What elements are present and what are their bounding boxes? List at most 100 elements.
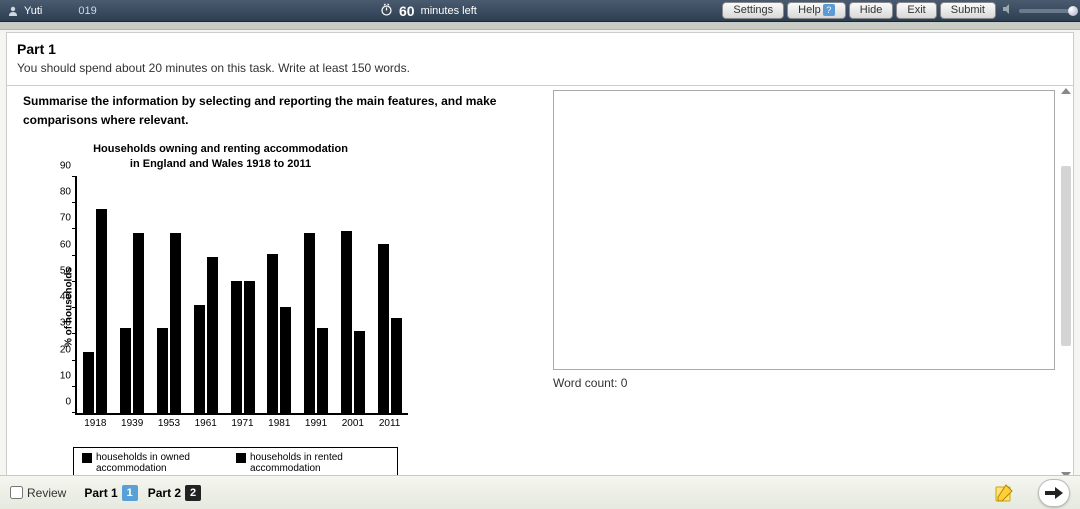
volume-knob[interactable] xyxy=(1068,6,1078,16)
part2-nav[interactable]: Part 2 2 xyxy=(148,485,201,501)
part2-num[interactable]: 2 xyxy=(185,485,201,501)
part-title: Part 1 xyxy=(17,41,1063,57)
y-tick-mark xyxy=(72,333,77,334)
timer: 60 minutes left xyxy=(380,3,477,19)
x-tick-label: 1953 xyxy=(158,418,180,429)
answer-panel: Word count: 0 xyxy=(547,86,1073,480)
y-tick-mark xyxy=(72,360,77,361)
x-tick-label: 1981 xyxy=(268,418,290,429)
y-tick-mark xyxy=(72,281,77,282)
bar xyxy=(207,257,218,413)
help-label: Help xyxy=(798,4,821,16)
bar xyxy=(231,281,242,413)
note-icon[interactable] xyxy=(992,481,1016,505)
clock-icon xyxy=(380,3,393,19)
bar xyxy=(157,328,168,413)
help-button[interactable]: Help? xyxy=(787,2,846,19)
part-nav-label: Part 2 xyxy=(148,486,181,500)
x-tick-label: 2001 xyxy=(342,418,364,429)
bar xyxy=(170,233,181,413)
legend-swatch xyxy=(82,453,92,463)
legend-label: households in rented accommodation xyxy=(250,452,360,474)
user-area: Yuti 019 xyxy=(0,5,380,17)
topbar-buttons: Settings Help? Hide Exit Submit xyxy=(722,2,1080,19)
chart-title-line1: Households owning and renting accommodat… xyxy=(93,143,348,155)
settings-button[interactable]: Settings xyxy=(722,2,784,19)
word-count: Word count: 0 xyxy=(553,376,1055,390)
review-label: Review xyxy=(27,486,66,500)
x-tick-label: 1991 xyxy=(305,418,327,429)
chart: Households owning and renting accommodat… xyxy=(23,138,418,479)
bar xyxy=(317,328,328,413)
x-tick-label: 1939 xyxy=(121,418,143,429)
y-tick-mark xyxy=(72,176,77,177)
instruction-panel: Part 1 You should spend about 20 minutes… xyxy=(6,32,1074,86)
bar xyxy=(267,254,278,413)
y-tick-mark xyxy=(72,307,77,308)
timer-label: minutes left xyxy=(421,5,477,17)
bar-group xyxy=(83,209,107,413)
legend-swatch xyxy=(236,453,246,463)
bar xyxy=(194,305,205,413)
volume-control[interactable] xyxy=(1003,4,1074,17)
bar xyxy=(83,352,94,413)
hide-button[interactable]: Hide xyxy=(849,2,894,19)
submit-button[interactable]: Submit xyxy=(940,2,996,19)
y-tick-label: 50 xyxy=(51,265,71,276)
y-tick-mark xyxy=(72,228,77,229)
bar-group xyxy=(267,254,291,413)
id-fragment: 019 xyxy=(78,5,96,17)
user-icon xyxy=(8,6,18,16)
arrow-right-icon xyxy=(1045,486,1063,500)
review-checkbox[interactable] xyxy=(10,486,23,499)
bar-group xyxy=(378,244,402,413)
help-icon: ? xyxy=(823,4,835,16)
y-tick-mark xyxy=(72,386,77,387)
volume-icon xyxy=(1003,4,1015,17)
username: Yuti xyxy=(24,5,42,17)
top-bar: Yuti 019 60 minutes left Settings Help? … xyxy=(0,0,1080,22)
y-tick-label: 40 xyxy=(51,292,71,303)
bar xyxy=(244,281,255,413)
chart-title-line2: in England and Wales 1918 to 2011 xyxy=(130,158,311,170)
chart-title: Households owning and renting accommodat… xyxy=(23,138,418,177)
legend-item-rented: households in rented accommodation xyxy=(236,452,360,474)
task-prompt: Summarise the information by selecting a… xyxy=(23,92,531,130)
answer-textarea[interactable] xyxy=(553,90,1055,370)
bar xyxy=(304,233,315,413)
bar-group xyxy=(304,233,328,413)
scrollbar[interactable] xyxy=(1061,166,1071,346)
bar xyxy=(341,231,352,413)
chart-body: % of households 010203040506070809019181… xyxy=(23,177,418,437)
bar xyxy=(120,328,131,413)
volume-track[interactable] xyxy=(1019,9,1074,13)
bar-group xyxy=(341,231,365,413)
bottom-bar: Review Part 1 1 Part 2 2 xyxy=(0,475,1080,509)
y-tick-label: 0 xyxy=(51,396,71,407)
legend-label: households in owned accommodation xyxy=(96,452,206,474)
bar-group xyxy=(194,257,218,413)
question-panel: Summarise the information by selecting a… xyxy=(7,86,547,480)
plot-area: 0102030405060708090191819391953196119711… xyxy=(75,177,408,415)
x-tick-label: 1971 xyxy=(231,418,253,429)
y-tick-label: 30 xyxy=(51,318,71,329)
gray-strip xyxy=(0,22,1080,30)
y-tick-label: 20 xyxy=(51,344,71,355)
y-tick-label: 10 xyxy=(51,370,71,381)
y-tick-label: 90 xyxy=(51,160,71,171)
bar xyxy=(391,318,402,413)
bar xyxy=(354,331,365,413)
x-tick-label: 1918 xyxy=(84,418,106,429)
part-nav-label: Part 1 xyxy=(84,486,117,500)
y-tick-label: 80 xyxy=(51,187,71,198)
timer-minutes: 60 xyxy=(399,3,415,19)
y-tick-mark xyxy=(72,202,77,203)
exit-button[interactable]: Exit xyxy=(896,2,936,19)
bar xyxy=(133,233,144,413)
part1-num[interactable]: 1 xyxy=(122,485,138,501)
part1-nav[interactable]: Part 1 1 xyxy=(84,485,137,501)
next-button[interactable] xyxy=(1038,479,1070,507)
bar xyxy=(96,209,107,413)
bar xyxy=(378,244,389,413)
main-area: Summarise the information by selecting a… xyxy=(6,86,1074,480)
